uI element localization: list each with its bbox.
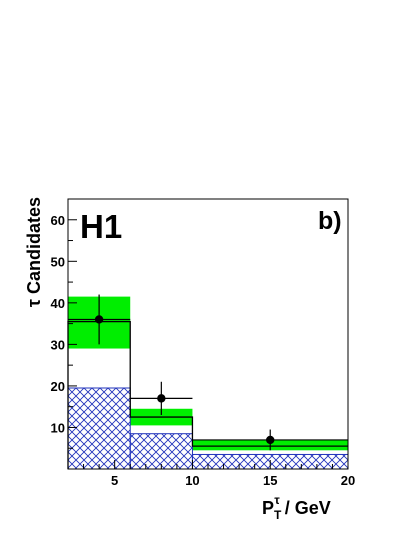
y-tick-label-50: 50 [51,254,65,269]
y-axis-title: τ Candidates [24,197,44,307]
data-points [68,294,348,451]
data-point-1 [157,394,166,403]
x-tick-label-5: 5 [111,473,118,488]
y-tick-label-40: 40 [51,296,65,311]
data-point-0 [94,315,104,324]
background-hatched-histogram [67,387,349,470]
panel-label: b) [318,207,342,235]
background-bar-1 [129,433,193,470]
experiment-label: H1 [80,208,122,245]
x-tick-label-15: 15 [263,473,277,488]
y-tick-label-60: 60 [51,213,65,228]
x-axis-title: PTτ / GeV [262,493,331,522]
x-tick-label-20: 20 [341,473,355,488]
axis-ticks [67,198,349,469]
y-tick-label-10: 10 [51,420,65,435]
y-tick-label-30: 30 [51,337,65,352]
tick-labels: 10 20 30 40 50 60 5 10 15 20 [51,213,356,488]
y-tick-label-20: 20 [51,379,65,394]
x-tick-label-10: 10 [185,473,199,488]
data-point-2 [266,435,275,445]
background-bar-0 [67,387,131,470]
